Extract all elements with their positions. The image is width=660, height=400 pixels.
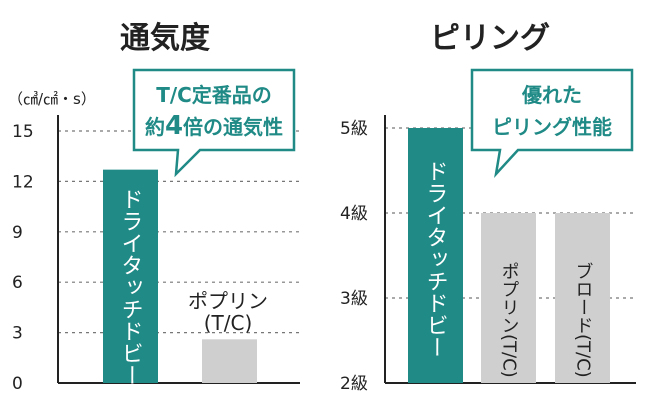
chart-title: 通気度 [120, 21, 210, 56]
bar-label-poplin-line1: ポプリン [188, 289, 268, 313]
chart-breathability: 通気度 （㎤/㎠・s） 0 3 6 9 12 15 ドライタッチドビー ポプリン (T/C… [8, 21, 300, 394]
callout-line2-prefix: 約 [145, 115, 165, 139]
bar-poplin-tc [202, 339, 257, 383]
pilling-tick-label-0: 2級 [340, 374, 368, 394]
bar-label-broad-pilling: ブロード(T/C) [573, 262, 594, 378]
breathability-tick-label-2: 6 [12, 273, 23, 293]
breathability-tick-label-3: 9 [12, 223, 23, 243]
bar-dry-touch-dobby [103, 169, 158, 383]
bar-label-dry-touch-dobby: ドライタッチドビー [118, 188, 143, 386]
bar-dry-touch-dobby-pilling [408, 128, 463, 383]
breathability-tick-label-1: 3 [12, 324, 23, 344]
pilling-tick-label-2: 4級 [340, 204, 368, 224]
callout-line2-suffix: 倍の通気性 [183, 115, 283, 139]
callout-pilling-line1: 優れた [521, 83, 582, 107]
y-tick-labels-pilling: 2級 3級 4級 5級 [340, 119, 368, 394]
bar-label-poplin-line2: (T/C) [204, 311, 253, 335]
callout-breathability: T/C定番品の 約4倍の通気性 [132, 68, 296, 178]
pilling-tick-label-1: 3級 [340, 289, 368, 309]
bar-broad-tc-pilling [555, 213, 610, 383]
breathability-tick-label-0: 0 [12, 374, 23, 394]
breathability-tick-label-4: 12 [12, 172, 34, 192]
y-tick-labels: 0 3 6 9 12 15 [12, 122, 34, 394]
chart-pilling: ピリング 2級 3級 4級 5級 ドライタッチドビー ポプリン(T/C) ブロード(T… [340, 21, 636, 394]
callout-bubble-pilling [470, 68, 634, 178]
callout-bubble [132, 68, 296, 178]
callout-line2: 約4倍の通気性 [145, 111, 283, 141]
callout-line1: T/C定番品の [156, 83, 272, 107]
callout-pilling-line2: ピリング性能 [492, 115, 612, 139]
y-axis-unit: （㎤/㎠・s） [8, 90, 96, 108]
chart-title-pilling: ピリング [430, 21, 550, 56]
bar-label-dry-touch-dobby-pilling: ドライタッチドビー [423, 160, 448, 358]
callout-pilling: 優れた ピリング性能 [470, 68, 634, 178]
breathability-tick-label-5: 15 [12, 122, 34, 142]
pilling-tick-label-3: 5級 [340, 119, 368, 139]
bar-poplin-tc-pilling [481, 213, 536, 383]
bar-label-poplin-pilling: ポプリン(T/C) [499, 262, 520, 378]
callout-line2-number: 4 [165, 111, 183, 141]
